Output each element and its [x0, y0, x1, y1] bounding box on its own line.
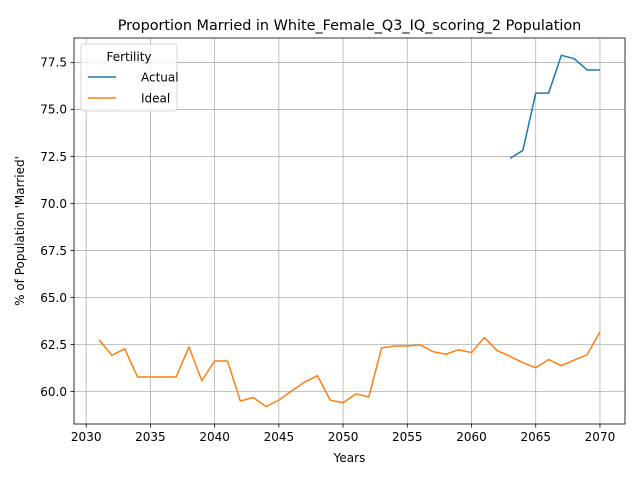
series-line-ideal — [98, 331, 601, 408]
legend-label-ideal: Ideal — [141, 91, 170, 105]
legend-title: Fertility — [106, 50, 151, 64]
grid — [74, 38, 625, 424]
x-tick-label: 2050 — [328, 430, 359, 444]
x-tick-label: 2055 — [392, 430, 423, 444]
series-line-actual — [509, 54, 600, 159]
x-tick-label: 2070 — [585, 430, 616, 444]
plot-frame — [73, 37, 626, 425]
legend: Fertility Actual Ideal — [80, 43, 179, 112]
x-axis-ticks: 2030 2035 2040 2045 2050 2055 2060 2065 2070 — [71, 424, 615, 444]
y-tick-label: 62.5 — [40, 338, 67, 352]
x-tick-label: 2060 — [456, 430, 487, 444]
x-tick-label: 2045 — [264, 430, 295, 444]
x-tick-label: 2035 — [135, 430, 166, 444]
x-axis-label: Years — [333, 451, 366, 465]
chart-title: Proportion Married in White_Female_Q3_IQ… — [118, 18, 582, 34]
y-tick-label: 72.5 — [40, 150, 67, 164]
legend-box — [80, 43, 178, 112]
y-tick-label: 75.0 — [40, 103, 67, 117]
y-tick-label: 65.0 — [40, 291, 67, 305]
y-tick-label: 67.5 — [40, 244, 67, 258]
y-tick-label: 70.0 — [40, 197, 67, 211]
y-axis-ticks: 60.0 62.5 65.0 67.5 70.0 72.5 75.0 77.5 — [40, 56, 74, 399]
y-axis-label: % of Population 'Married' — [13, 156, 27, 306]
y-tick-label: 60.0 — [40, 385, 67, 399]
series-lines — [98, 54, 601, 408]
legend-label-actual: Actual — [141, 70, 179, 84]
y-tick-label: 77.5 — [40, 56, 67, 70]
x-tick-label: 2030 — [71, 430, 102, 444]
x-tick-label: 2040 — [199, 430, 230, 444]
x-tick-label: 2065 — [520, 430, 551, 444]
